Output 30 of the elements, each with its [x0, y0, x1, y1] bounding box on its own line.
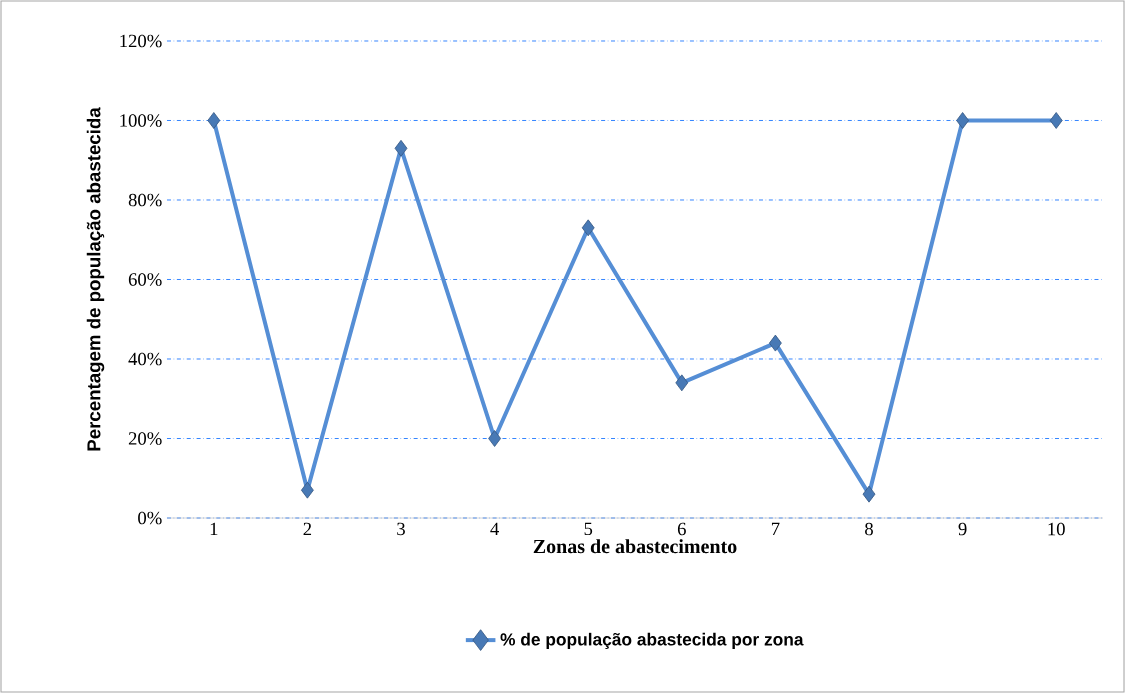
point [862, 485, 876, 503]
y-axis-title: Percentagem de população abastecida [86, 107, 105, 451]
point [769, 334, 782, 352]
point [394, 139, 408, 157]
x-tick-label: 7 [771, 522, 780, 535]
y-tick-label: 60% [128, 273, 162, 286]
x-tick-label: 1 [210, 522, 218, 536]
y-tick-label: 120% [120, 34, 162, 48]
x-tick-label: 10 [1048, 522, 1065, 536]
x-tick-label: 6 [677, 522, 686, 536]
point [301, 481, 314, 499]
x-tick-label: 9 [958, 522, 967, 536]
point [207, 112, 221, 129]
legend-label: % de população abastecida por zona [500, 632, 804, 649]
x-tick-label: 2 [303, 522, 312, 536]
y-tick-label: 40% [128, 352, 162, 366]
x-tick-label: 4 [490, 522, 499, 535]
y-tick-label: 100% [120, 114, 162, 127]
point [581, 219, 595, 237]
point [956, 112, 970, 129]
x-tick-label: 8 [865, 522, 873, 536]
y-tick-label: 80% [128, 193, 162, 207]
x-axis-title: Zonas de abastecimento [533, 539, 737, 554]
x-tick-label: 5 [584, 522, 593, 536]
y-tick-label: 0% [138, 511, 162, 525]
x-tick-label: 3 [397, 522, 405, 536]
point [1049, 112, 1063, 129]
y-tick-label: 20% [128, 432, 162, 445]
point [488, 430, 501, 447]
point [675, 374, 689, 392]
